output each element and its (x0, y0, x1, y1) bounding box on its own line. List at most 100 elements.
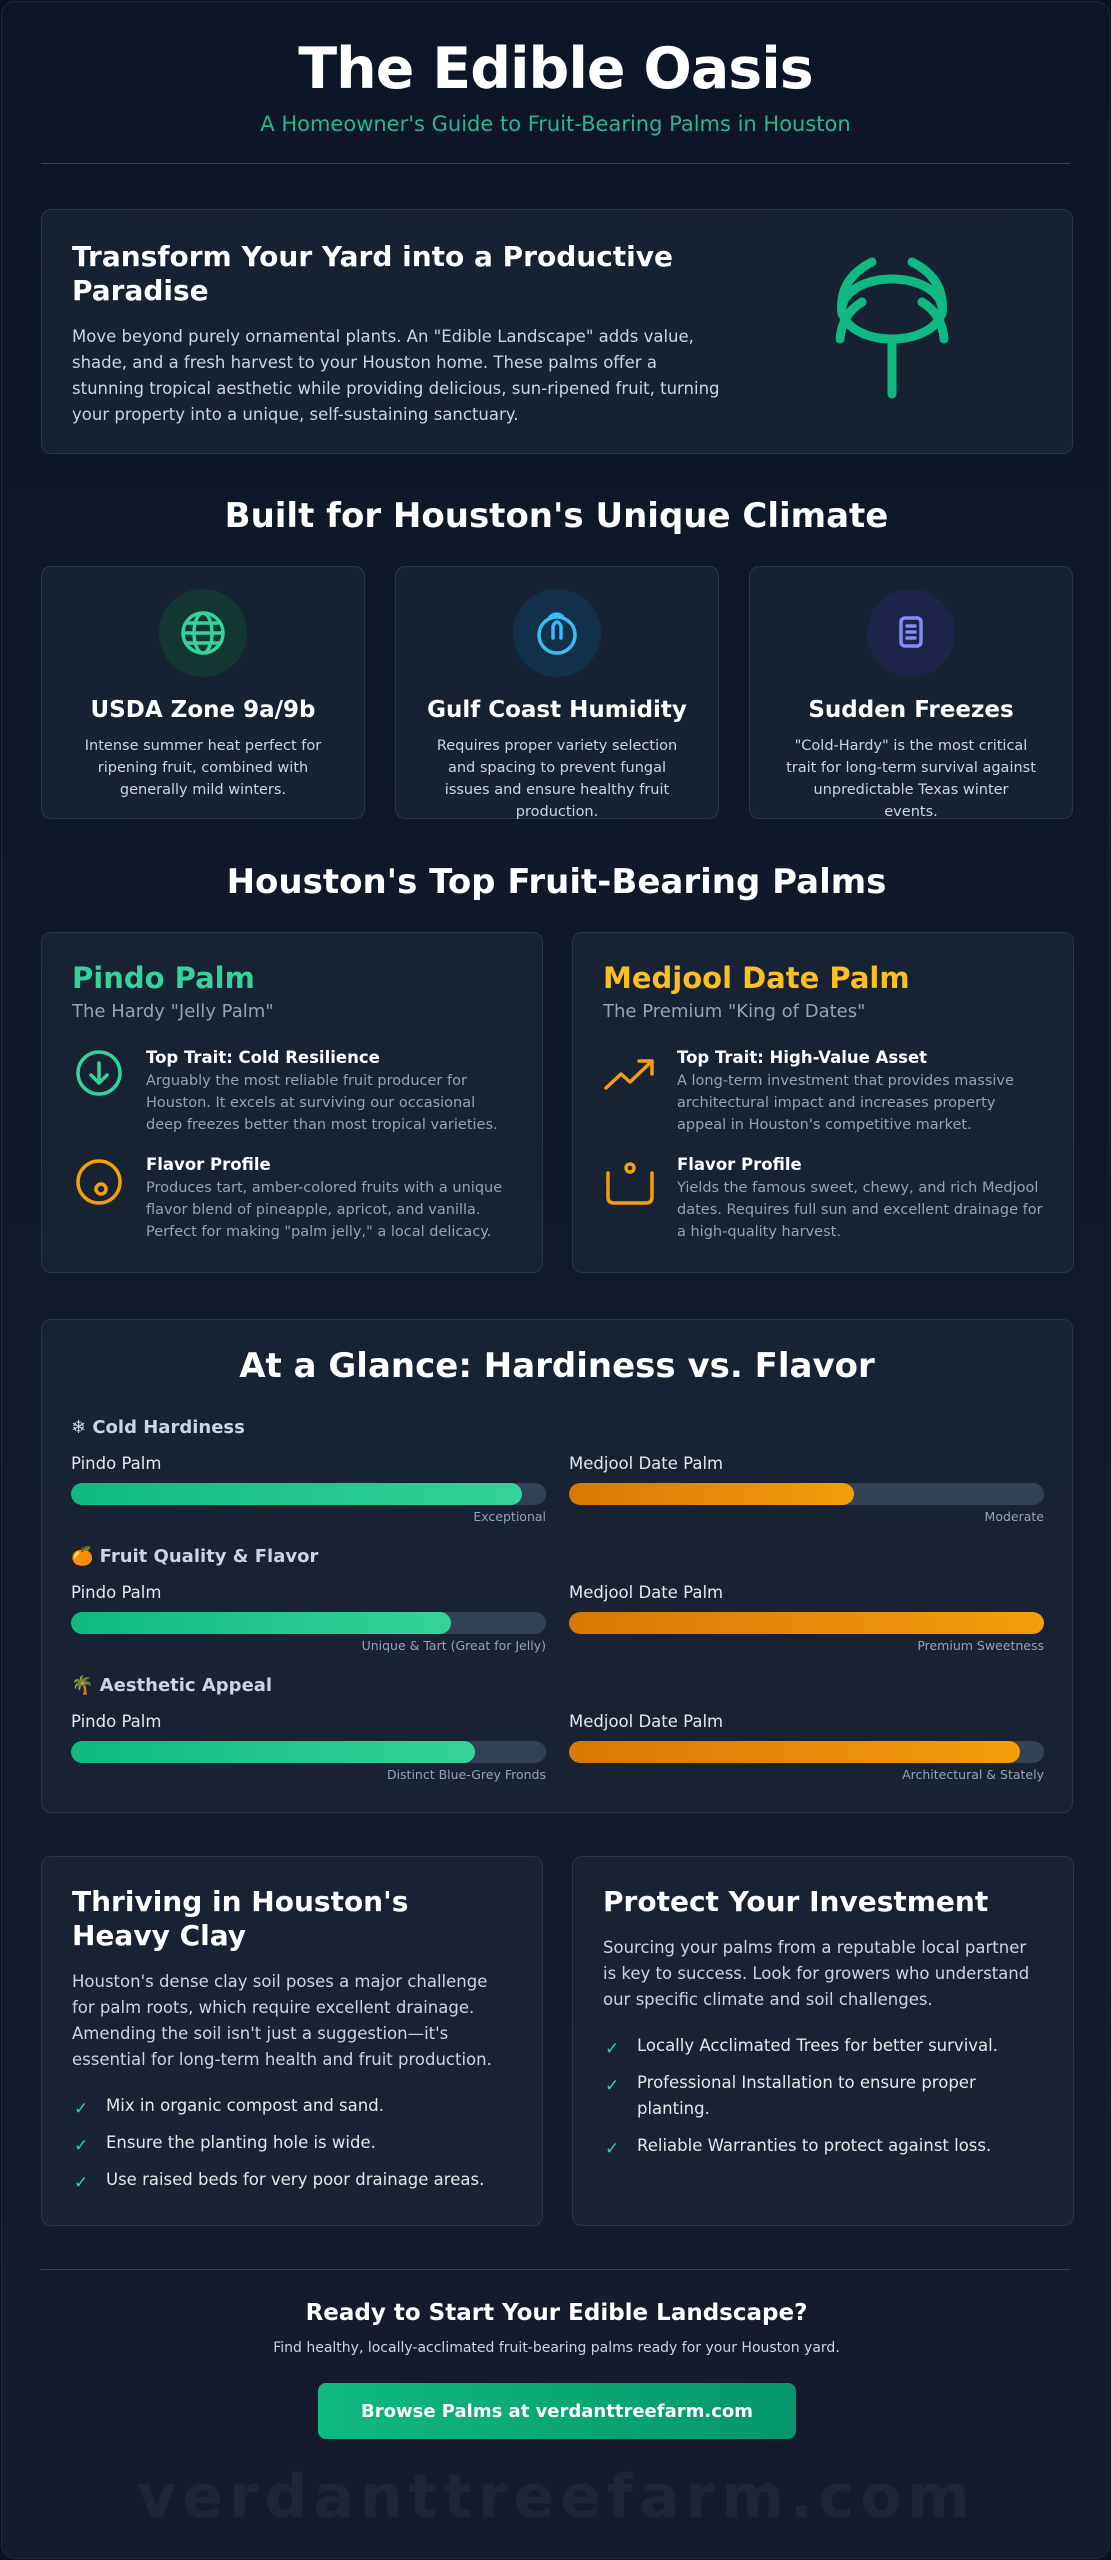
intro-body: Move beyond purely ornamental plants. An… (72, 327, 720, 424)
bar-track (569, 1483, 1044, 1505)
cta-title: Ready to Start Your Edible Landscape? (305, 2300, 808, 2326)
climate-card-text: Requires proper variety selection and sp… (436, 738, 678, 820)
bar-track (569, 1612, 1044, 1634)
bar-fill (569, 1483, 854, 1505)
check-icon: ✓ (74, 2099, 89, 2119)
climate-card-zone: USDA Zone 9a/9b Intense summer heat perf… (41, 566, 365, 819)
trait-text: A long-term investment that provides mas… (677, 1073, 1014, 1133)
bar-fill (71, 1741, 475, 1763)
check-icon: ✓ (605, 2139, 620, 2159)
palms-section-title: Houston's Top Fruit-Bearing Palms (226, 862, 887, 902)
metric-label: ❄ Cold Hardiness (71, 1417, 245, 1438)
browse-palms-button[interactable]: Browse Palms at verdanttreefarm.com (318, 2383, 796, 2439)
climate-card-text: Intense summer heat perfect for ripening… (84, 738, 322, 798)
watermark: verdanttreefarm.com (137, 2462, 976, 2532)
bar-track (71, 1741, 546, 1763)
clay-body: Houston's dense clay soil poses a major … (72, 1972, 492, 2069)
bar-note: Moderate (984, 1509, 1044, 1524)
trait-title: Top Trait: High-Value Asset (677, 1048, 928, 1067)
metric-label: 🍊 Fruit Quality & Flavor (71, 1546, 319, 1567)
clay-title: Thriving in Houston's Heavy Clay (72, 1885, 409, 1952)
climate-card-title: Gulf Coast Humidity (427, 697, 687, 723)
metric-label: 🌴 Aesthetic Appeal (71, 1675, 273, 1696)
bar-note: Unique & Tart (Great for Jelly) (361, 1638, 546, 1653)
bar-note: Premium Sweetness (917, 1638, 1044, 1653)
trait-text: Yields the famous sweet, chewy, and rich… (677, 1180, 1043, 1240)
trait-title: Flavor Profile (677, 1155, 802, 1174)
list-item: ✓ Use raised beds for very poor drainage … (72, 2167, 512, 2193)
clay-list: ✓ Mix in organic compost and sand. ✓ Ensur… (72, 2093, 512, 2193)
bar-track (71, 1483, 546, 1505)
protect-body: Sourcing your palms from a reputable loc… (603, 1938, 1030, 2009)
trait-text: Arguably the most reliable fruit produce… (146, 1073, 498, 1133)
bar-group-pindo: Pindo Palm Unique & Tart (Great for Jell… (71, 1583, 546, 1653)
palm-trait: Flavor Profile Yields the famous sweet, … (603, 1155, 1043, 1243)
bar-name: Pindo Palm (71, 1454, 162, 1473)
list-item: ✓ Professional Installation to ensure pro… (605, 2073, 976, 2118)
header: The Edible Oasis A Homeowner's Guide to … (2, 2, 1109, 136)
bar-name: Pindo Palm (71, 1712, 162, 1731)
protect-list: ✓ Locally Acclimated Trees for better sur… (603, 2033, 1043, 2159)
palm-name: Medjool Date Palm (603, 961, 910, 995)
bar-group-medjool: Medjool Date Palm Moderate (569, 1454, 1044, 1524)
glance-card: At a Glance: Hardiness vs. Flavor ❄ Cold… (41, 1319, 1073, 1813)
climate-card-title: Sudden Freezes (808, 697, 1014, 723)
check-icon: ✓ (74, 2173, 89, 2193)
bar-name: Medjool Date Palm (569, 1583, 724, 1602)
header-divider (41, 163, 1070, 164)
intro-card: Transform Your Yard into a Productive Pa… (41, 209, 1073, 454)
bar-fill (71, 1612, 451, 1634)
glance-title: At a Glance: Hardiness vs. Flavor (239, 1346, 875, 1386)
palm-trait: Top Trait: High-Value Asset A long-term … (603, 1048, 1043, 1136)
bar-track (569, 1741, 1044, 1763)
bar-group-pindo: Pindo Palm Distinct Blue-Grey Fronds (71, 1712, 546, 1782)
globe-icon (159, 589, 247, 677)
bar-note: Exceptional (473, 1509, 546, 1524)
page-title: The Edible Oasis (298, 36, 813, 102)
trait-text: Produces tart, amber-colored fruits with… (146, 1180, 503, 1240)
palm-name: Pindo Palm (72, 961, 255, 995)
climate-card-text: "Cold-Hardy" is the most critical trait … (786, 738, 1036, 820)
palm-tree-icon (835, 257, 949, 399)
climate-card-freezes: Sudden Freezes "Cold-Hardy" is the most … (749, 566, 1073, 820)
bar-name: Pindo Palm (71, 1583, 162, 1602)
climate-section-title: Built for Houston's Unique Climate (224, 496, 889, 536)
palm-tagline: The Hardy "Jelly Palm" (72, 1001, 274, 1022)
bar-note: Distinct Blue-Grey Fronds (386, 1767, 546, 1782)
palm-tagline: The Premium "King of Dates" (603, 1001, 866, 1022)
bar-group-medjool: Medjool Date Palm Premium Sweetness (569, 1583, 1044, 1653)
palm-trait: Top Trait: Cold Resilience Arguably the … (72, 1048, 512, 1136)
basket-icon (606, 1162, 654, 1205)
bar-group-medjool: Medjool Date Palm Architectural & Statel… (569, 1712, 1044, 1782)
bar-track (71, 1612, 546, 1634)
water-drop-icon (513, 589, 601, 677)
bar-name: Medjool Date Palm (569, 1712, 724, 1731)
check-icon: ✓ (605, 2076, 620, 2096)
list-item: ✓ Locally Acclimated Trees for better sur… (603, 2033, 1043, 2059)
page-subtitle: A Homeowner's Guide to Fruit-Bearing Pal… (260, 112, 851, 136)
fruit-icon (76, 1159, 122, 1205)
list-item: ✓ Mix in organic compost and sand. (72, 2093, 512, 2119)
arrow-down-circle-icon (76, 1050, 122, 1096)
bar-name: Medjool Date Palm (569, 1454, 724, 1473)
footer-divider (41, 2269, 1070, 2270)
palm-card-pindo: Pindo Palm The Hardy "Jelly Palm" Top Tr… (41, 932, 543, 1273)
bar-fill (569, 1612, 1044, 1634)
intro-heading: Transform Your Yard into a Productive Pa… (72, 240, 674, 307)
trait-title: Top Trait: Cold Resilience (146, 1048, 380, 1067)
palm-card-medjool: Medjool Date Palm The Premium "King of D… (572, 932, 1074, 1273)
thermometer-icon (867, 589, 955, 677)
clay-card: Thriving in Houston's Heavy Clay Houston… (41, 1856, 543, 2226)
palm-trait: Flavor Profile Produces tart, amber-colo… (72, 1155, 512, 1243)
climate-card-title: USDA Zone 9a/9b (90, 697, 316, 723)
bar-group-pindo: Pindo Palm Exceptional (71, 1454, 546, 1524)
climate-card-humidity: Gulf Coast Humidity Requires proper vari… (395, 566, 719, 820)
bar-fill (71, 1483, 523, 1505)
trait-title: Flavor Profile (146, 1155, 271, 1174)
bar-note: Architectural & Stately (902, 1767, 1044, 1782)
bar-fill (569, 1741, 1021, 1763)
list-item: ✓ Ensure the planting hole is wide. (72, 2130, 512, 2156)
protect-title: Protect Your Investment (603, 1885, 989, 1918)
check-icon: ✓ (605, 2039, 620, 2059)
